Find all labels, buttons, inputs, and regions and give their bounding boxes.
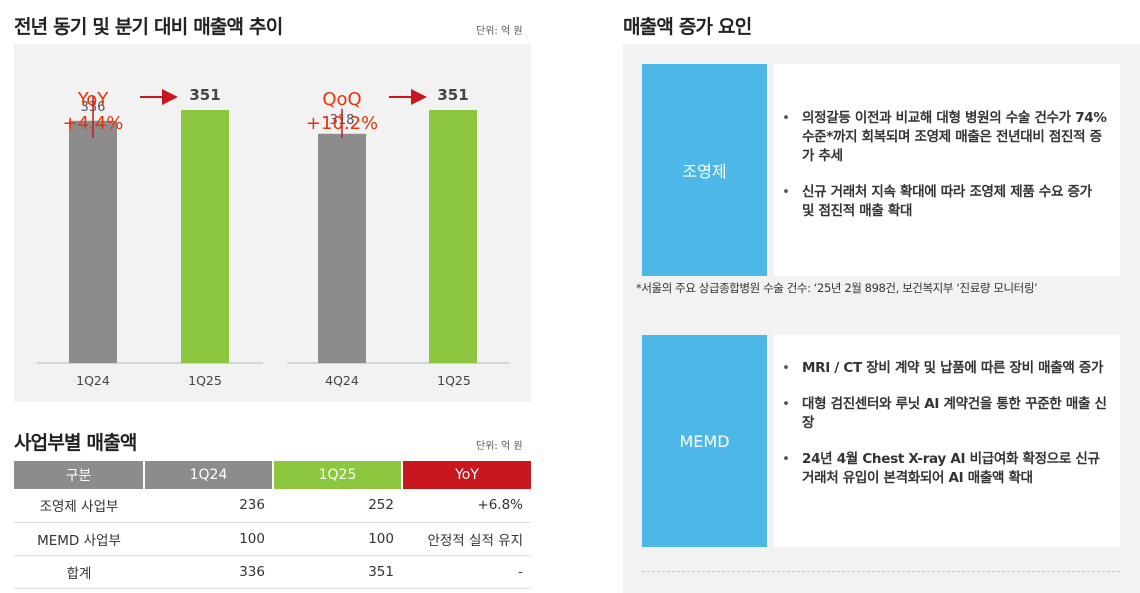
row-yoy: 안정적 실적 유지 — [402, 522, 531, 556]
section-label-contrast: 조영제 — [642, 64, 767, 276]
table-row: 합계 336 351 - — [14, 555, 531, 589]
header-yoy: YoY — [402, 461, 531, 489]
bar-1q25 — [181, 110, 229, 363]
header-1q24: 1Q24 — [144, 461, 274, 489]
table-row: MEMD 사업부 100 100 안정적 실적 유지 — [14, 522, 531, 556]
row-yoy: - — [402, 555, 531, 589]
row-1q24: 100 — [144, 522, 273, 556]
header-1q25: 1Q25 — [273, 461, 403, 489]
annotation-value: +4.4% — [63, 113, 124, 134]
division-revenue-table: 구분 1Q24 1Q25 YoY 조영제 사업부 236 252 +6.8% M… — [14, 461, 531, 589]
bullet-item: 24년 4월 Chest X-ray AI 비급여화 확정으로 신규 거래처 유… — [782, 450, 1108, 488]
chart-unit: 단위: 억 원 — [476, 26, 523, 37]
row-yoy: +6.8% — [402, 489, 531, 523]
category-label: 4Q24 — [325, 373, 359, 388]
bullet-item: 신규 거래처 지속 확대에 따라 조영제 제품 수요 증가 및 점진적 매출 확… — [782, 183, 1108, 221]
data-label: 351 — [437, 86, 468, 104]
row-1q25: 252 — [273, 489, 402, 523]
table-header-row: 구분 1Q24 1Q25 YoY — [14, 461, 531, 489]
annotation-value: +10.2% — [306, 113, 378, 134]
row-1q25: 100 — [273, 522, 402, 556]
category-label: 1Q25 — [188, 373, 222, 388]
section-body-contrast: 의정갈등 이전과 비교해 대형 병원의 수술 건수가 74% 수준*까지 회복되… — [774, 64, 1120, 276]
bullet-item: 대형 검진센터와 루닛 AI 계약건을 통한 꾸준한 매출 신장 — [782, 395, 1108, 433]
row-name: 조영제 사업부 — [14, 489, 144, 523]
category-label: 1Q25 — [437, 373, 471, 388]
bullet-item: MRI / CT 장비 계약 및 납품에 따른 장비 매출액 증가 — [782, 359, 1108, 378]
data-label: 351 — [189, 86, 220, 104]
table-title: 사업부별 매출액 — [14, 432, 137, 454]
bar-1q25 — [429, 110, 477, 363]
header-category: 구분 — [14, 461, 145, 489]
table-unit: 단위: 억 원 — [476, 441, 523, 452]
section-body-memd: MRI / CT 장비 계약 및 납품에 따른 장비 매출액 증가 대형 검진센… — [774, 335, 1120, 547]
row-name: 합계 — [14, 555, 144, 589]
section-label-memd: MEMD — [642, 335, 767, 547]
category-label: 1Q24 — [76, 373, 110, 388]
factors-title: 매출액 증가 요인 — [623, 16, 752, 38]
divider — [642, 571, 1120, 572]
row-1q24: 336 — [144, 555, 273, 589]
annotation-label: YoY — [77, 89, 110, 110]
bar-1q24 — [69, 120, 117, 363]
table-row: 조영제 사업부 236 252 +6.8% — [14, 489, 531, 523]
annotation-label: QoQ — [322, 89, 361, 110]
bullet-item: 의정갈등 이전과 비교해 대형 병원의 수술 건수가 74% 수준*까지 회복되… — [782, 109, 1108, 166]
footnote: *서울의 주요 상급종합병원 수술 건수: ‘25년 2월 898건, 보건복지… — [636, 281, 1038, 295]
row-1q25: 351 — [273, 555, 402, 589]
bar-4q24 — [318, 133, 366, 363]
row-name: MEMD 사업부 — [14, 522, 144, 556]
row-1q24: 236 — [144, 489, 273, 523]
chart-title: 전년 동기 및 분기 대비 매출액 추이 — [14, 16, 283, 38]
